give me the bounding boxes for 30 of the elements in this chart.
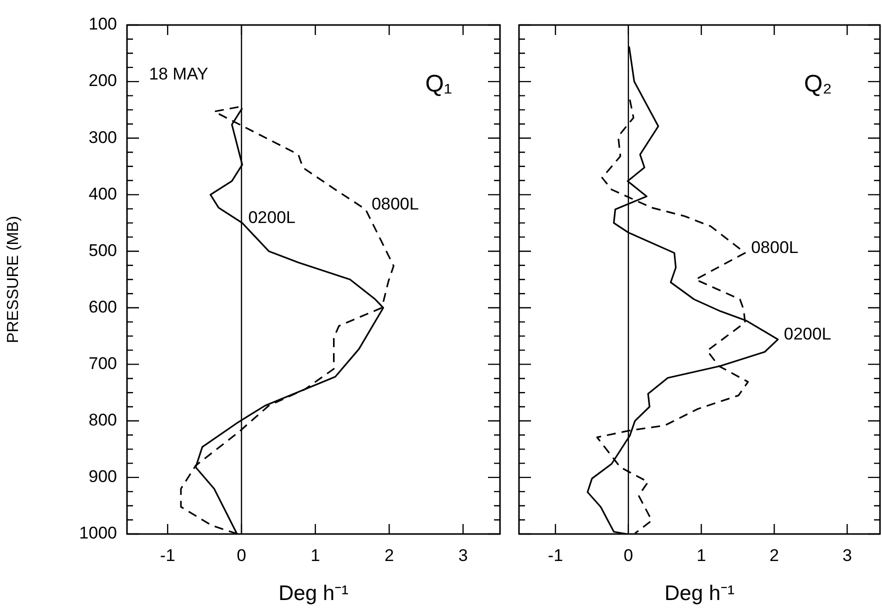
y-tick-label: 1000 [79,524,117,543]
text: Q₂ [804,70,832,98]
annotation: 0800L [751,238,798,258]
y-tick-label: 500 [88,240,117,260]
x-tick-label: 2 [770,546,779,565]
annotation: 0200L [784,324,832,344]
text: Q₁ [425,70,452,98]
y-tick-label: 100 [88,14,117,34]
x-tick-label: 1 [696,546,706,565]
y-tick-label: 800 [88,410,117,430]
annotation: 18 MAY [149,64,208,84]
x-axis-title: Deg h⁻¹ [278,582,349,606]
annotation: 0200L [248,208,296,228]
y-tick-label: 400 [88,184,117,204]
y-tick-label: 600 [88,297,117,316]
x-axis-title: Deg h⁻¹ [664,582,735,606]
x-tick-label: -1 [160,546,176,565]
y-tick-label: 200 [88,71,117,90]
x-tick-label: 0 [236,546,246,565]
y-axis-title: PRESSURE (MB) [5,216,22,344]
x-tick-label: 3 [458,546,468,565]
x-tick-label: -1 [548,546,564,565]
x-tick-label: 2 [384,546,394,565]
x-tick-label: 1 [310,546,320,565]
annotation: 0800L [372,194,419,214]
y-tick-label: 900 [88,467,117,486]
x-tick-label: 3 [842,546,852,565]
y-tick-label: 300 [88,128,117,147]
x-tick-label: 0 [624,546,634,565]
y-tick-label: 700 [88,354,117,374]
